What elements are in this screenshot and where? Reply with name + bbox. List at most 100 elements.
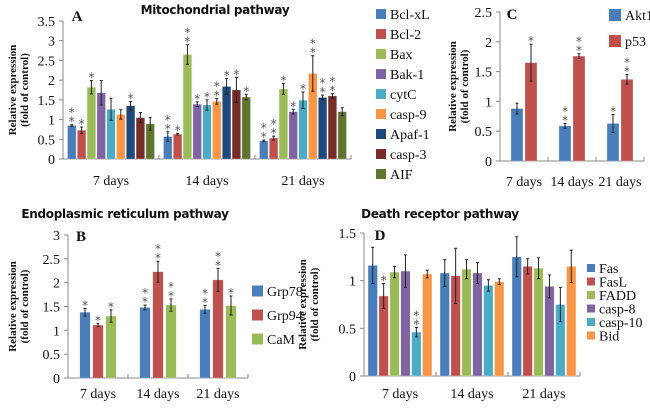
y-tick-label: 1 bbox=[48, 114, 55, 129]
bar-fadd bbox=[533, 268, 544, 377]
legend-label: Akt1 bbox=[625, 9, 650, 24]
bar-akt1 bbox=[510, 108, 524, 162]
legend-label: cytC bbox=[390, 88, 416, 103]
legend-label: casp-8 bbox=[599, 303, 636, 318]
significance-marker: * bbox=[576, 44, 582, 58]
bar-aif bbox=[337, 111, 347, 160]
bar-cytc bbox=[298, 100, 308, 160]
legend-swatch bbox=[376, 89, 386, 99]
x-tick-label: 21 days bbox=[281, 174, 324, 189]
legend-swatch bbox=[587, 277, 595, 286]
bar-casp-3 bbox=[327, 95, 337, 160]
bar-fas bbox=[439, 272, 450, 377]
significance-marker: * bbox=[215, 258, 221, 272]
legend-label: Bcl-xL bbox=[390, 8, 430, 23]
x-tick-label: 14 days bbox=[136, 387, 179, 402]
significance-marker: * bbox=[168, 280, 174, 294]
bar-cam bbox=[105, 315, 117, 379]
y-axis-label: (fold of control) bbox=[19, 269, 31, 343]
bar-casp-8 bbox=[544, 286, 555, 377]
significance-marker: * bbox=[194, 92, 200, 106]
y-tick-label: 2.5 bbox=[38, 54, 56, 69]
y-tick-label: 1.5 bbox=[339, 227, 357, 242]
legend-swatch bbox=[587, 304, 595, 313]
y-tick-label: 0 bbox=[349, 370, 356, 385]
y-tick-label: 2 bbox=[53, 277, 60, 292]
significance-marker: * bbox=[413, 317, 419, 331]
y-tick-label: 1 bbox=[485, 95, 492, 110]
y-axis-label: (fold of control) bbox=[459, 49, 471, 123]
panel-title: Mitochondrial pathway bbox=[141, 3, 290, 17]
x-tick-label: 21 days bbox=[196, 387, 239, 402]
y-tick-label: 3.5 bbox=[38, 15, 56, 30]
legend-swatch bbox=[376, 69, 386, 79]
y-axis-label: (fold of control) bbox=[309, 267, 321, 341]
y-tick-label: 1 bbox=[53, 324, 60, 339]
significance-marker: * bbox=[95, 314, 101, 328]
significance-marker: * bbox=[128, 91, 134, 105]
legend-label: FasL bbox=[599, 276, 627, 291]
legend-swatch bbox=[376, 9, 386, 19]
legend-label: Bcl-2 bbox=[390, 28, 421, 43]
significance-marker: * bbox=[528, 34, 534, 48]
legend-label: casp-3 bbox=[390, 148, 427, 163]
legend-label: Bax bbox=[390, 48, 413, 63]
bar-aif bbox=[241, 96, 251, 160]
significance-marker: * bbox=[320, 76, 326, 90]
panel-letter: A bbox=[72, 9, 83, 25]
legend-label: FADD bbox=[599, 289, 636, 304]
y-tick-label: 3 bbox=[53, 229, 60, 244]
y-tick-label: 1.5 bbox=[38, 94, 56, 109]
legend-swatch bbox=[376, 169, 386, 179]
legend-label: CaM bbox=[267, 333, 296, 348]
significance-marker: * bbox=[184, 26, 190, 40]
y-tick-label: 0.5 bbox=[38, 133, 56, 148]
bar-bcl-xl bbox=[67, 125, 77, 160]
legend-swatch bbox=[376, 29, 386, 39]
bar-cytc bbox=[202, 104, 212, 160]
legend-swatch bbox=[587, 331, 595, 340]
significance-marker: * bbox=[271, 126, 277, 140]
significance-marker: * bbox=[108, 300, 114, 314]
bar-bid bbox=[494, 281, 505, 377]
significance-marker: * bbox=[224, 69, 230, 83]
significance-marker: * bbox=[228, 286, 234, 300]
bar-bax bbox=[86, 86, 96, 160]
legend-label: p53 bbox=[625, 35, 646, 50]
legend-swatch bbox=[587, 264, 595, 272]
bar-casp-10 bbox=[483, 285, 494, 377]
bar-grp78 bbox=[199, 309, 211, 379]
significance-marker: * bbox=[261, 121, 267, 135]
panel-letter: D bbox=[375, 228, 386, 244]
significance-marker: * bbox=[271, 117, 277, 131]
significance-marker: * bbox=[215, 249, 221, 263]
bar-bcl-2 bbox=[269, 137, 279, 160]
x-tick-label: 21 days bbox=[598, 175, 641, 190]
legend-swatch bbox=[587, 291, 595, 299]
bar-casp-10 bbox=[411, 331, 422, 377]
significance-marker: * bbox=[165, 113, 171, 127]
significance-marker: * bbox=[214, 80, 220, 94]
y-axis-label: Relative expression bbox=[7, 45, 19, 136]
significance-marker: * bbox=[329, 84, 335, 98]
y-tick-label: 0.5 bbox=[43, 348, 61, 363]
significance-marker: * bbox=[300, 82, 306, 96]
y-tick-label: 0.5 bbox=[475, 125, 493, 140]
significance-marker: * bbox=[82, 298, 88, 312]
y-tick-label: 2 bbox=[485, 36, 492, 51]
significance-marker: * bbox=[155, 242, 161, 256]
y-tick-label: 0 bbox=[48, 153, 55, 168]
significance-marker: * bbox=[624, 56, 630, 70]
legend-swatch bbox=[376, 109, 386, 119]
bar-casp-9 bbox=[212, 101, 222, 160]
panel-title: Endoplasmic reticulum pathway bbox=[21, 207, 229, 221]
bar-cam bbox=[225, 305, 237, 379]
x-tick-label: 7 days bbox=[93, 174, 129, 189]
bar-apaf-1 bbox=[126, 105, 136, 160]
significance-marker: * bbox=[329, 75, 335, 89]
significance-marker: * bbox=[202, 296, 208, 310]
significance-marker: * bbox=[202, 287, 208, 301]
x-tick-label: 14 days bbox=[550, 175, 593, 190]
legend-label: Grp78 bbox=[267, 285, 303, 300]
